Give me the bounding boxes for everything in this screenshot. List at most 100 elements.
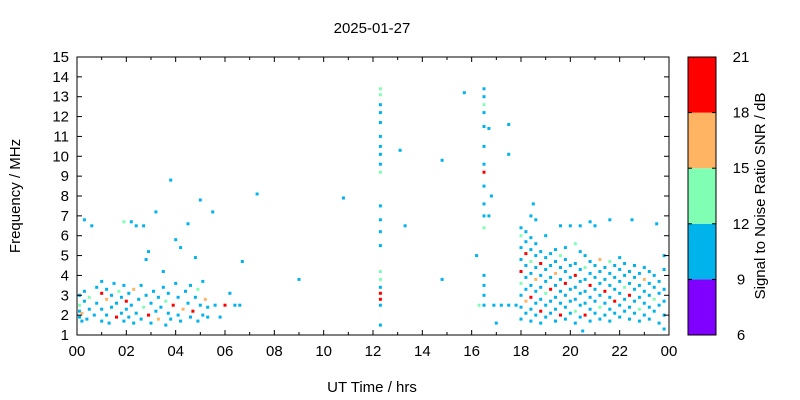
data-point (169, 317, 173, 321)
data-point (647, 293, 651, 297)
data-point (581, 329, 585, 333)
data-point (593, 264, 597, 267)
colorbar-tick-label: 15 (733, 160, 750, 177)
data-point (85, 317, 89, 321)
data-point (519, 234, 523, 238)
data-point (578, 224, 582, 228)
data-point (529, 248, 533, 252)
data-point (105, 297, 109, 301)
data-point (152, 289, 155, 293)
data-point (588, 307, 592, 311)
data-point (494, 321, 498, 325)
data-point (534, 301, 538, 305)
data-point (583, 277, 587, 281)
data-point (524, 287, 528, 291)
data-point (171, 303, 175, 307)
data-point (608, 271, 612, 275)
data-point (568, 311, 572, 315)
data-point (166, 291, 170, 295)
data-point (613, 264, 617, 267)
data-point (652, 297, 656, 301)
data-point (524, 264, 528, 267)
data-point (524, 275, 528, 279)
data-point (544, 279, 548, 283)
colorbar: 6 9 12 15 18 21 (687, 49, 750, 344)
data-point (588, 260, 592, 263)
data-point (559, 301, 562, 305)
y-tick-label: 14 (52, 69, 69, 86)
data-point (139, 317, 143, 321)
data-point (110, 305, 113, 309)
data-point (297, 277, 301, 281)
data-point (534, 242, 538, 246)
data-point (519, 305, 523, 309)
data-point (198, 303, 202, 307)
data-point (159, 305, 163, 309)
colorbar-band (688, 168, 716, 224)
data-point (593, 287, 597, 291)
data-point (549, 287, 553, 291)
data-point (583, 266, 587, 269)
data-point (554, 283, 557, 287)
data-point (647, 317, 651, 321)
data-point (598, 270, 602, 273)
data-point (603, 313, 607, 317)
data-point (174, 238, 178, 242)
data-point (652, 273, 656, 277)
colorbar-tick-label: 21 (733, 49, 750, 66)
data-point (633, 264, 636, 267)
data-point (78, 315, 81, 319)
data-points (78, 87, 666, 333)
data-point (519, 246, 523, 250)
data-point (144, 258, 148, 261)
data-point (559, 266, 562, 269)
data-point (482, 303, 486, 307)
data-point (203, 297, 207, 301)
data-point (583, 313, 587, 317)
data-point (218, 315, 222, 319)
data-point (378, 323, 382, 327)
data-point (618, 315, 622, 319)
data-point (127, 291, 131, 295)
data-point (482, 170, 486, 174)
data-point (608, 260, 612, 263)
x-tick-label: 02 (118, 343, 135, 360)
data-point (539, 262, 543, 265)
data-point (487, 214, 491, 218)
data-point (628, 270, 631, 273)
data-point (598, 281, 602, 285)
data-point (563, 305, 567, 309)
data-point (568, 299, 572, 303)
data-point (539, 273, 543, 277)
data-point (531, 202, 535, 206)
data-point (489, 194, 493, 198)
data-point (598, 305, 602, 309)
data-point (117, 289, 121, 293)
data-point (206, 305, 210, 309)
data-point (563, 317, 567, 321)
x-tick-label: 00 (69, 343, 86, 360)
data-point (563, 258, 567, 261)
data-point (122, 283, 126, 287)
data-point (223, 303, 227, 307)
data-point (228, 291, 232, 295)
data-point (618, 279, 622, 283)
data-point (524, 240, 528, 244)
data-point (119, 311, 123, 315)
data-point (115, 301, 118, 305)
data-point (147, 313, 150, 317)
data-point (563, 293, 567, 297)
data-point (637, 319, 641, 323)
data-point (519, 226, 523, 230)
data-point (618, 303, 622, 307)
data-point (633, 299, 636, 303)
data-point (142, 224, 146, 228)
chart-title: 2025-01-27 (334, 20, 411, 37)
data-point (100, 319, 104, 323)
data-point (544, 256, 548, 260)
x-tick-label: 14 (414, 343, 431, 360)
data-point (206, 315, 210, 319)
data-point (568, 275, 572, 279)
data-point (544, 303, 548, 307)
data-point (189, 315, 192, 319)
